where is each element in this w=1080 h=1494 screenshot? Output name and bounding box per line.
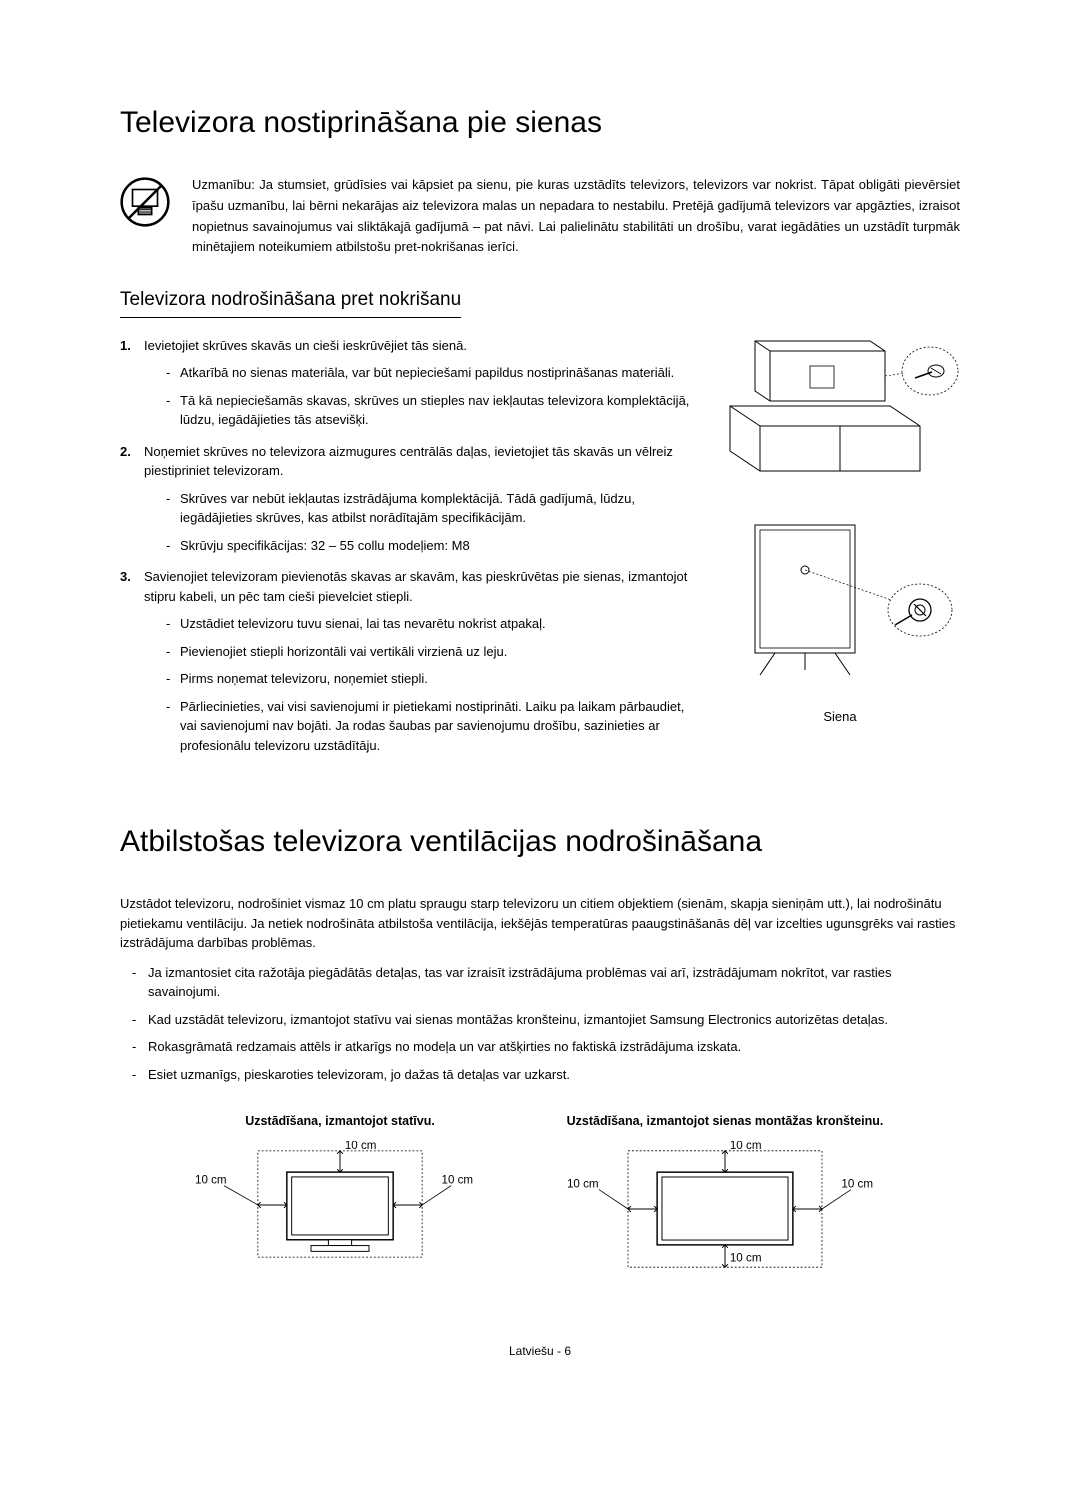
subheading-securing: Televizora nodrošināšana pret nokrišanu (120, 286, 461, 318)
step-3-sub-0: Uzstādiet televizoru tuvu sienai, lai ta… (166, 614, 690, 634)
wall-caption: Siena (720, 707, 960, 727)
vent-intro: Uzstādot televizoru, nodrošiniet vismaz … (120, 894, 960, 953)
dist-bottom-label: 10 cm (730, 1251, 762, 1264)
dist-top-label: 10 cm (345, 1141, 377, 1152)
warning-text: Uzmanību: Ja stumsiet, grūdīsies vai kāp… (192, 175, 960, 258)
diagram-stand-caption: Uzstādīšana, izmantojot statīvu. (195, 1112, 485, 1131)
diagram-stand: Uzstādīšana, izmantojot statīvu. 10 cm 1… (195, 1112, 485, 1282)
step-2: Noņemiet skrūves no televizora aizmugure… (120, 442, 690, 556)
diagram-wall: Uzstādīšana, izmantojot sienas montāžas … (565, 1112, 885, 1282)
page-heading-mounting: Televizora nostiprināšana pie sienas (120, 100, 960, 145)
step-1-sub-0: Atkarībā no sienas materiāla, var būt ne… (166, 363, 690, 383)
vent-bullet-3: Esiet uzmanīgs, pieskaroties televizoram… (132, 1065, 960, 1085)
step-1: Ievietojiet skrūves skavās un cieši iesk… (120, 336, 690, 430)
dist-top-label2: 10 cm (730, 1141, 762, 1152)
dist-left-label: 10 cm (195, 1174, 227, 1187)
step-1-sub-1: Tā kā nepieciešamās skavas, skrūves un s… (166, 391, 690, 430)
diagram-wall-caption: Uzstādīšana, izmantojot sienas montāžas … (565, 1112, 885, 1131)
step-3-text: Savienojiet televizoram pievienotās skav… (144, 569, 687, 604)
vent-bullet-0: Ja izmantosiet cita ražotāja piegādātās … (132, 963, 960, 1002)
step-3-sub-2: Pirms noņemat televizoru, noņemiet stiep… (166, 669, 690, 689)
prohibition-tv-icon (120, 177, 170, 227)
step-2-sub-1: Skrūvju specifikācijas: 32 – 55 collu mo… (166, 536, 690, 556)
page-heading-ventilation: Atbilstošas televizora ventilācijas nodr… (120, 819, 960, 864)
warning-block: Uzmanību: Ja stumsiet, grūdīsies vai kāp… (120, 175, 960, 258)
dist-left-label2: 10 cm (567, 1178, 599, 1191)
step-1-text: Ievietojiet skrūves skavās un cieši iesk… (144, 338, 467, 353)
vent-list: Ja izmantosiet cita ražotāja piegādātās … (120, 963, 960, 1085)
diagram-row: Uzstādīšana, izmantojot statīvu. 10 cm 1… (120, 1112, 960, 1282)
step-3-sub-3: Pārliecinieties, vai visi savienojumi ir… (166, 697, 690, 756)
step-2-text: Noņemiet skrūves no televizora aizmugure… (144, 444, 673, 479)
dist-right-label: 10 cm (442, 1174, 474, 1187)
content-row: Ievietojiet skrūves skavās un cieši iesk… (120, 336, 960, 768)
dist-right-label2: 10 cm (841, 1178, 873, 1191)
illustration-tv-cabinet (720, 326, 960, 482)
steps-list: Ievietojiet skrūves skavās un cieši iesk… (120, 336, 690, 756)
step-3-sub-1: Pievienojiet stiepli horizontāli vai ver… (166, 642, 690, 662)
illustration-tv-wall: Siena (720, 515, 960, 726)
vent-bullet-2: Rokasgrāmatā redzamais attēls ir atkarīg… (132, 1037, 960, 1057)
step-3: Savienojiet televizoram pievienotās skav… (120, 567, 690, 755)
step-2-sub-0: Skrūves var nebūt iekļautas izstrādājuma… (166, 489, 690, 528)
page-footer: Latviešu - 6 (120, 1342, 960, 1360)
vent-bullet-1: Kad uzstādāt televizoru, izmantojot stat… (132, 1010, 960, 1030)
